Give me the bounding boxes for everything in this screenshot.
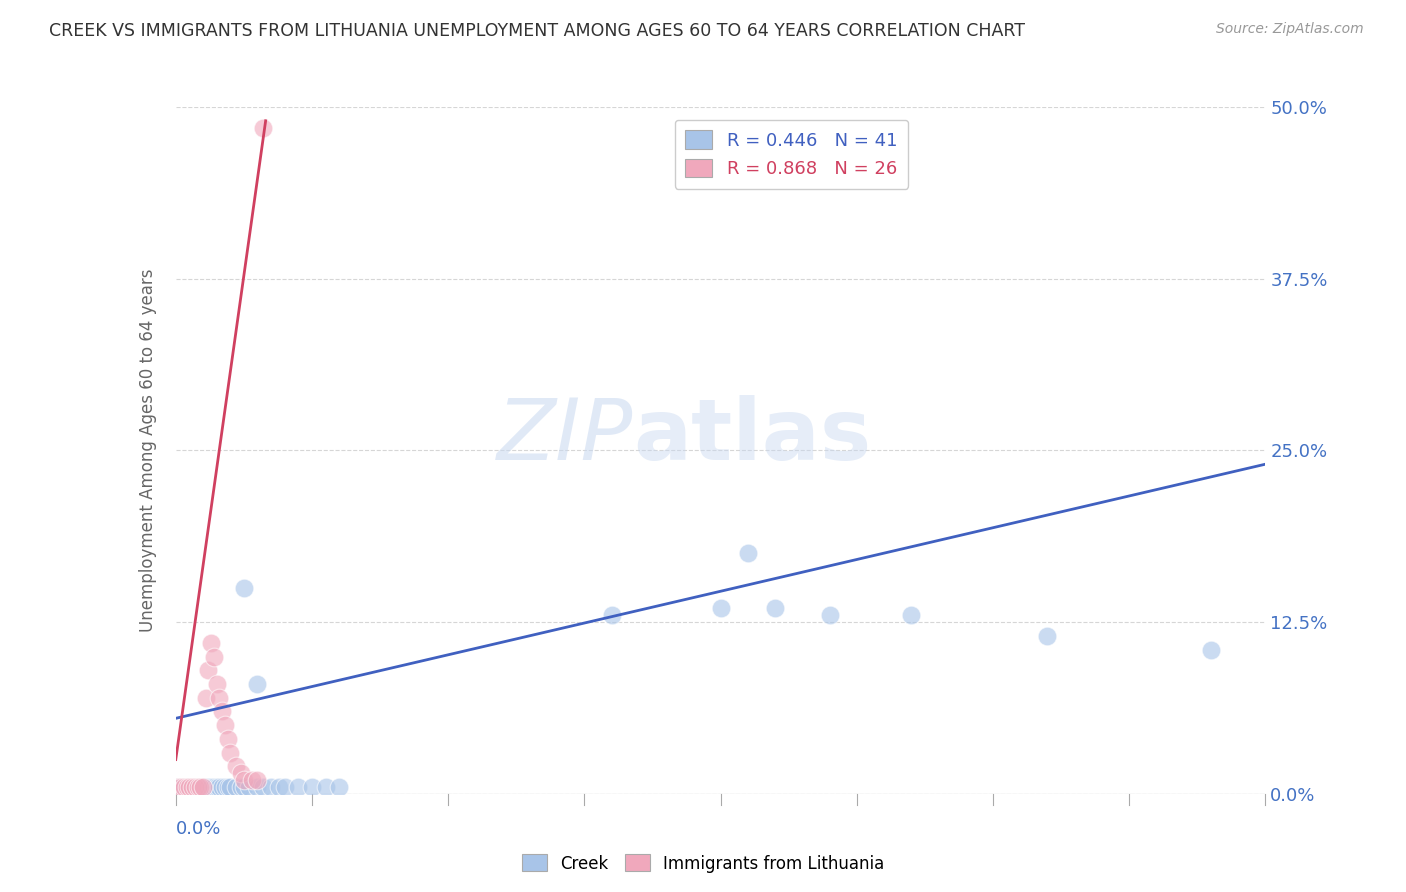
Point	[240, 773, 263, 788]
Point	[246, 677, 269, 691]
Point	[246, 773, 269, 788]
Point	[252, 780, 274, 794]
Point	[211, 780, 233, 794]
Point	[200, 780, 222, 794]
Point	[246, 780, 269, 794]
Point	[818, 608, 841, 623]
Point	[260, 780, 283, 794]
Point	[900, 608, 922, 623]
Point	[217, 780, 239, 794]
Point	[205, 677, 228, 691]
Point	[208, 780, 231, 794]
Point	[232, 581, 254, 595]
Point	[269, 780, 291, 794]
Point	[219, 746, 242, 760]
Text: ZIP: ZIP	[498, 395, 633, 478]
Point	[238, 780, 260, 794]
Point	[217, 731, 239, 746]
Point	[710, 601, 733, 615]
Point	[194, 780, 217, 794]
Point	[208, 690, 231, 705]
Point	[181, 780, 204, 794]
Point	[184, 780, 207, 794]
Point	[1036, 629, 1059, 643]
Point	[328, 780, 350, 794]
Point	[315, 780, 337, 794]
Point	[763, 601, 786, 615]
Point	[181, 780, 204, 794]
Point	[202, 649, 225, 664]
Legend: Creek, Immigrants from Lithuania: Creek, Immigrants from Lithuania	[515, 847, 891, 880]
Point	[252, 120, 274, 135]
Point	[205, 780, 228, 794]
Point	[211, 705, 233, 719]
Point	[219, 780, 242, 794]
Point	[197, 663, 219, 677]
Point	[200, 636, 222, 650]
Point	[232, 780, 254, 794]
Point	[600, 608, 623, 623]
Point	[167, 780, 190, 794]
Point	[301, 780, 323, 794]
Text: atlas: atlas	[633, 395, 872, 478]
Text: Source: ZipAtlas.com: Source: ZipAtlas.com	[1216, 22, 1364, 37]
Point	[170, 780, 193, 794]
Text: 0.0%: 0.0%	[176, 820, 221, 838]
Point	[202, 780, 225, 794]
Point	[225, 759, 247, 773]
Point	[737, 546, 759, 561]
Point	[179, 780, 201, 794]
Point	[176, 780, 198, 794]
Point	[186, 780, 209, 794]
Point	[179, 780, 201, 794]
Point	[197, 780, 219, 794]
Text: CREEK VS IMMIGRANTS FROM LITHUANIA UNEMPLOYMENT AMONG AGES 60 TO 64 YEARS CORREL: CREEK VS IMMIGRANTS FROM LITHUANIA UNEMP…	[49, 22, 1025, 40]
Point	[176, 780, 198, 794]
Point	[167, 780, 190, 794]
Point	[194, 690, 217, 705]
Point	[214, 718, 236, 732]
Point	[170, 780, 193, 794]
Point	[173, 780, 195, 794]
Point	[232, 773, 254, 788]
Point	[274, 780, 297, 794]
Point	[184, 780, 207, 794]
Y-axis label: Unemployment Among Ages 60 to 64 years: Unemployment Among Ages 60 to 64 years	[139, 268, 157, 632]
Point	[186, 780, 209, 794]
Point	[231, 780, 253, 794]
Point	[1199, 642, 1222, 657]
Point	[173, 780, 195, 794]
Point	[225, 780, 247, 794]
Point	[287, 780, 309, 794]
Point	[214, 780, 236, 794]
Point	[191, 780, 214, 794]
Point	[188, 780, 211, 794]
Point	[191, 780, 214, 794]
Legend: R = 0.446   N = 41, R = 0.868   N = 26: R = 0.446 N = 41, R = 0.868 N = 26	[675, 120, 908, 189]
Point	[188, 780, 211, 794]
Point	[231, 766, 253, 780]
